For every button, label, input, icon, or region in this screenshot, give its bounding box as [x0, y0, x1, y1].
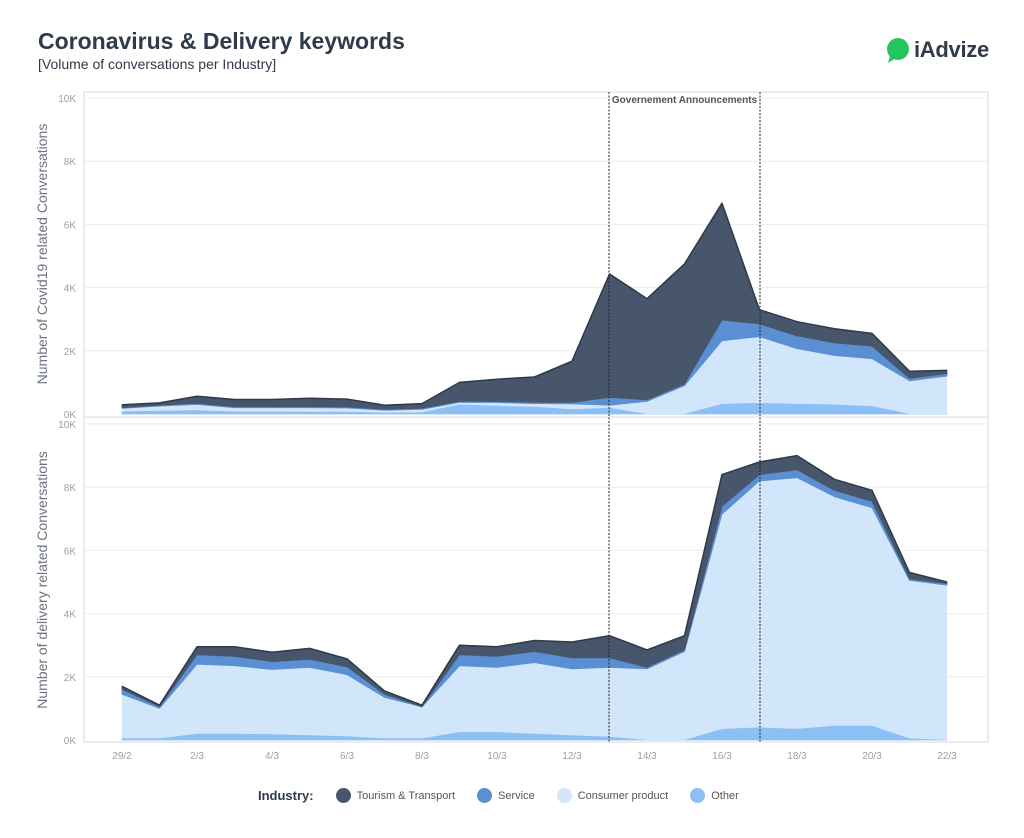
x-tick-label: 18/3 [787, 751, 807, 762]
legend-item-tourism[interactable]: Tourism & Transport [335, 788, 456, 803]
legend-item-service[interactable]: Service [477, 788, 535, 803]
chart-panel-1: 0K 2K 4K 6K 8K 10K Number of Covid19 related C… [34, 94, 988, 421]
y-tick-label: 2K [64, 673, 77, 684]
legend-label: Tourism & Transport [356, 789, 456, 802]
announcement-label: Governement Announcements [612, 95, 758, 106]
y-tick-label: 8K [64, 483, 77, 494]
y-tick-label: 0K [64, 736, 77, 747]
y-tick-label: 4K [64, 610, 77, 621]
area-consumer [122, 336, 947, 414]
legend-label: Other [711, 789, 739, 802]
chart-title: Coronavirus & Delivery keywords [38, 28, 405, 54]
logo-text: iAdvize [914, 37, 989, 62]
x-tick-label: 12/3 [562, 751, 582, 762]
x-tick-label: 4/3 [265, 751, 279, 762]
chat-bubble-icon [887, 38, 909, 63]
y-tick-label: 2K [64, 347, 77, 358]
total-outline [121, 454, 948, 706]
legend: Industry: Tourism & Transport Service Co… [258, 788, 761, 803]
x-tick-label: 14/3 [637, 751, 657, 762]
legend-title: Industry: [258, 788, 314, 803]
y-axis-label: Number of delivery related Conversations [34, 451, 50, 709]
x-tick-label: 8/3 [415, 751, 429, 762]
legend-swatch [335, 788, 351, 803]
y-axis-label: Number of Covid19 related Conversations [34, 124, 50, 385]
y-tick-label: 6K [64, 546, 77, 557]
legend-label: Consumer product [577, 789, 669, 802]
y-tick-label: 8K [64, 157, 77, 168]
y-tick-label: 6K [64, 220, 77, 231]
area-consumer [122, 477, 947, 740]
y-tick-label: 10K [58, 420, 76, 431]
total-outline [121, 202, 948, 406]
legend-item-other[interactable]: Other [690, 788, 739, 803]
y-tick-label: 0K [64, 410, 77, 421]
legend-swatch [556, 788, 572, 803]
y-tick-label: 4K [64, 284, 77, 295]
x-tick-label: 6/3 [340, 751, 354, 762]
x-tick-label: 22/3 [937, 751, 957, 762]
x-tick-label: 10/3 [487, 751, 507, 762]
x-tick-label: 16/3 [712, 751, 732, 762]
legend-swatch [477, 788, 493, 803]
legend-item-consumer[interactable]: Consumer product [556, 788, 669, 803]
y-tick-label: 10K [58, 94, 76, 105]
legend-label: Service [498, 789, 535, 802]
x-tick-label: 20/3 [862, 751, 882, 762]
brand-logo: iAdvize [884, 36, 989, 64]
legend-swatch [690, 788, 706, 803]
x-tick-label: 2/3 [190, 751, 204, 762]
chart-panel-2: 0K 2K 4K 6K 8K 10K Number of delivery related … [34, 420, 988, 762]
chart-subtitle: [Volume of conversations per Industry] [38, 56, 277, 72]
x-tick-label: 29/2 [112, 751, 132, 762]
